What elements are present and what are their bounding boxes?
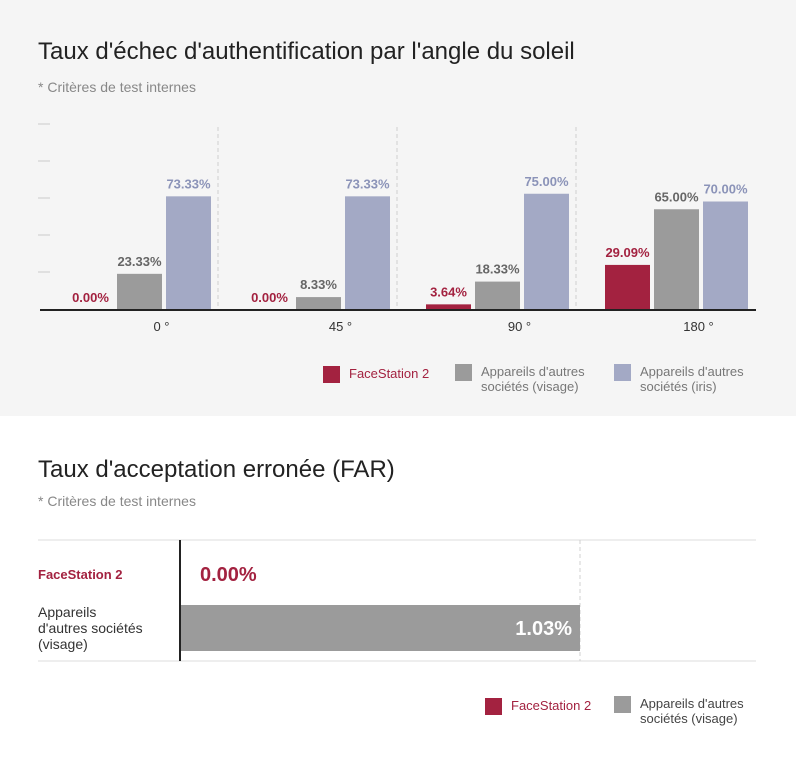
data-label-3-1: 65.00% — [654, 189, 699, 204]
x-tick-label-3: 180 ° — [683, 319, 714, 334]
category-label-1-2: (visage) — [38, 636, 88, 652]
bar-1-2 — [345, 196, 390, 310]
legend-label-line: FaceStation 2 — [349, 366, 430, 381]
bar-1 — [180, 605, 580, 651]
x-tick-label-0: 0 ° — [153, 319, 169, 334]
bar-2-0 — [426, 304, 471, 310]
data-label-1-2: 73.33% — [345, 176, 390, 191]
chart1-plot: 0.00% 23.33% 73.33% 0 ° 0.00% 8.33% 73.33% 45 °… — [38, 123, 756, 334]
legend-label-line: Appareils d'autres — [640, 364, 744, 379]
data-label-2-2: 75.00% — [524, 174, 569, 189]
chart2-title: Taux d'acceptation erronée (FAR) — [38, 456, 395, 483]
legend-label-line: sociétés (visage) — [640, 711, 738, 726]
legend-label-line: FaceStation 2 — [511, 698, 592, 713]
data-label-1-0: 0.00% — [251, 290, 288, 305]
data-label-2-1: 18.33% — [475, 262, 520, 277]
data-label-3-2: 70.00% — [703, 182, 748, 197]
legend-label-line: sociétés (iris) — [640, 379, 717, 394]
chart2-note: * Critères de test internes — [38, 493, 196, 509]
category-label-0-0: FaceStation 2 — [38, 567, 123, 582]
data-label-1: 1.03% — [515, 618, 572, 640]
legend-label-1: Appareils d'autres sociétés (visage) — [640, 696, 744, 726]
data-label-0: 0.00% — [200, 564, 257, 586]
category-label-1-1: d'autres sociétés — [38, 620, 143, 636]
chart1-note: * Critères de test internes — [38, 79, 196, 95]
bar-3-2 — [703, 201, 748, 310]
legend-swatch-0 — [485, 698, 502, 715]
data-label-0-0: 0.00% — [72, 290, 109, 305]
legend-swatch-2 — [614, 364, 631, 381]
legend-swatch-1 — [455, 364, 472, 381]
chart1-title: Taux d'échec d'authentification par l'an… — [38, 38, 575, 65]
legend-swatch-0 — [323, 366, 340, 383]
bar-1-1 — [296, 297, 341, 310]
bar-2-2 — [524, 193, 569, 310]
x-tick-label-2: 90 ° — [508, 319, 531, 334]
bar-3-0 — [605, 264, 650, 310]
chart2-plot: 0.00% FaceStation 2 1.03% Appareilsd'autres… — [38, 539, 756, 662]
legend-label-line: Appareils d'autres — [640, 696, 744, 711]
bar-0-1 — [117, 273, 162, 310]
legend-label-line: Appareils d'autres — [481, 364, 585, 379]
legend-label-0: FaceStation 2 — [511, 698, 591, 713]
legend-label-1: Appareils d'autres sociétés (visage) — [481, 364, 585, 394]
x-tick-label-1: 45 ° — [329, 319, 352, 334]
data-label-3-0: 29.09% — [605, 245, 650, 260]
bar-0-2 — [166, 196, 211, 310]
data-label-0-2: 73.33% — [166, 176, 211, 191]
legend-swatch-1 — [614, 696, 631, 713]
legend-label-0: FaceStation 2 — [349, 366, 429, 381]
legend-label-line: sociétés (visage) — [481, 379, 579, 394]
data-label-1-1: 8.33% — [300, 277, 337, 292]
authentication-failure-panel: Taux d'échec d'authentification par l'an… — [38, 38, 756, 394]
data-label-2-0: 3.64% — [430, 284, 467, 299]
far-panel: Taux d'acceptation erronée (FAR) * Critè… — [0, 416, 796, 750]
bar-2-1 — [475, 281, 520, 310]
category-label-1-0: Appareils — [38, 604, 96, 620]
data-label-0-1: 23.33% — [117, 254, 162, 269]
bar-3-1 — [654, 209, 699, 310]
legend-label-2: Appareils d'autres sociétés (iris) — [640, 364, 744, 394]
